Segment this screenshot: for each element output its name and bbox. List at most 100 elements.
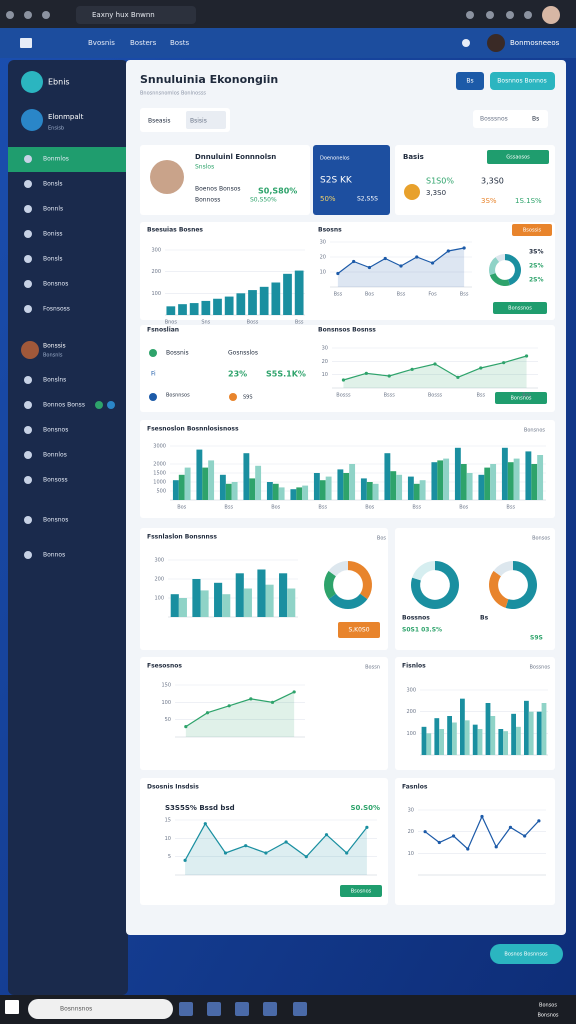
donut-segment — [412, 561, 435, 581]
point — [292, 690, 296, 694]
button[interactable] — [493, 302, 547, 314]
button[interactable] — [340, 885, 382, 897]
button[interactable] — [487, 150, 549, 164]
filter[interactable] — [473, 110, 548, 128]
search-box[interactable] — [28, 999, 173, 1019]
nav-item[interactable]: Bonsnos — [43, 517, 68, 524]
nav-link[interactable]: Bosts — [170, 39, 189, 47]
badge-label: S,K0S0 — [348, 627, 369, 634]
donut-segment — [495, 254, 505, 262]
x-tick-label: Bss — [522, 393, 531, 399]
card-action[interactable]: Bossn — [365, 665, 380, 671]
card — [140, 145, 310, 215]
point — [184, 725, 188, 729]
button[interactable] — [512, 224, 552, 236]
nav-item[interactable]: Bonnos — [43, 552, 65, 559]
stat: 3S% — [481, 197, 497, 205]
app-icon[interactable] — [207, 1002, 221, 1016]
bar — [287, 588, 296, 617]
bar — [224, 296, 234, 315]
nav-icon — [24, 516, 32, 524]
point — [249, 697, 253, 701]
button-label: Bonsnos — [510, 396, 531, 402]
button-label: Bonssnos — [508, 306, 532, 312]
app-icon[interactable] — [235, 1002, 249, 1016]
point — [227, 704, 231, 708]
y-tick-label: 100 — [161, 700, 171, 706]
menu-icon[interactable] — [20, 38, 32, 48]
nav-item[interactable]: Bonslns — [43, 377, 66, 384]
y-tick-label: 15 — [165, 818, 171, 824]
y-tick-label: 100 — [406, 731, 416, 737]
bar — [231, 482, 238, 500]
donut-segment — [493, 561, 513, 577]
nav-icon — [24, 305, 32, 313]
bar — [498, 729, 504, 755]
button-label: Bosnnos Bonnos — [497, 78, 546, 85]
nav-item[interactable]: Bonsnos — [43, 281, 68, 288]
tab[interactable] — [186, 111, 226, 129]
bar — [501, 447, 508, 500]
card-action[interactable]: Bonsos — [532, 536, 550, 542]
app-icon[interactable] — [293, 1002, 307, 1016]
card-title: Fsnoslian — [147, 327, 179, 334]
bar — [172, 480, 179, 500]
nav-link[interactable]: Bosters — [130, 39, 157, 47]
nav-item[interactable]: Boniss — [43, 231, 63, 238]
stat: S0,S80% — [258, 187, 297, 196]
bar — [541, 703, 547, 755]
nav-item[interactable]: Bonsnos — [43, 427, 68, 434]
y-tick-label: 2000 — [153, 462, 166, 468]
y-tick-label: 500 — [156, 489, 166, 495]
area — [185, 691, 295, 737]
start-icon[interactable] — [5, 1000, 19, 1014]
bar — [236, 293, 246, 315]
bar — [294, 270, 304, 315]
nav-icon — [24, 451, 32, 459]
card-blue — [313, 145, 390, 215]
button[interactable] — [495, 392, 547, 404]
card-title: Basis — [403, 153, 424, 161]
button[interactable] — [456, 72, 484, 90]
bar — [178, 304, 187, 315]
bar — [460, 464, 467, 500]
nav-link[interactable]: Bvosnis — [88, 39, 115, 47]
bar — [366, 482, 373, 500]
point — [336, 271, 340, 276]
bar — [384, 453, 391, 500]
donut-segment — [489, 273, 510, 287]
tab[interactable] — [142, 111, 184, 129]
x-tick-label: Bss — [397, 292, 406, 298]
y-tick-label: 30 — [322, 346, 328, 352]
donut-segment — [328, 561, 348, 577]
card-action[interactable]: Bonsnos — [524, 428, 545, 434]
nav-item[interactable]: Bonnls — [43, 206, 63, 213]
chart-title: Fssnlaslon Bonsnnss — [147, 534, 217, 541]
nav-icon — [24, 280, 32, 288]
nav-item[interactable]: Bonsls — [43, 256, 63, 263]
card-action[interactable]: Bos — [377, 536, 386, 542]
nav-item[interactable]: Fosnsoss — [43, 306, 70, 313]
bar — [200, 590, 209, 617]
button[interactable] — [490, 72, 555, 90]
browser-tab[interactable] — [76, 6, 196, 24]
y-tick-label: 30 — [320, 240, 326, 246]
nav-item[interactable]: Bonmlos — [43, 156, 69, 163]
card-action[interactable]: Bossnos — [529, 665, 550, 671]
app-icon[interactable] — [179, 1002, 193, 1016]
nav-item[interactable]: Bonsoss — [43, 477, 68, 484]
bar — [431, 462, 438, 500]
brand: Ebnis — [48, 78, 70, 87]
x-tick-label: Bos — [365, 505, 374, 511]
y-tick-label: 300 — [154, 558, 164, 564]
x-tick-label: Bss — [295, 320, 304, 326]
point — [523, 834, 527, 838]
nav-item[interactable]: Bonnlos — [43, 452, 67, 459]
app-icon[interactable] — [263, 1002, 277, 1016]
nav-item[interactable]: Bonnos Bonss — [43, 402, 85, 409]
toolbar-icon — [486, 11, 494, 19]
button[interactable] — [490, 944, 563, 964]
x-tick-label: Bss — [506, 505, 515, 511]
bar — [166, 306, 176, 315]
nav-item[interactable]: Bonsls — [43, 181, 63, 188]
